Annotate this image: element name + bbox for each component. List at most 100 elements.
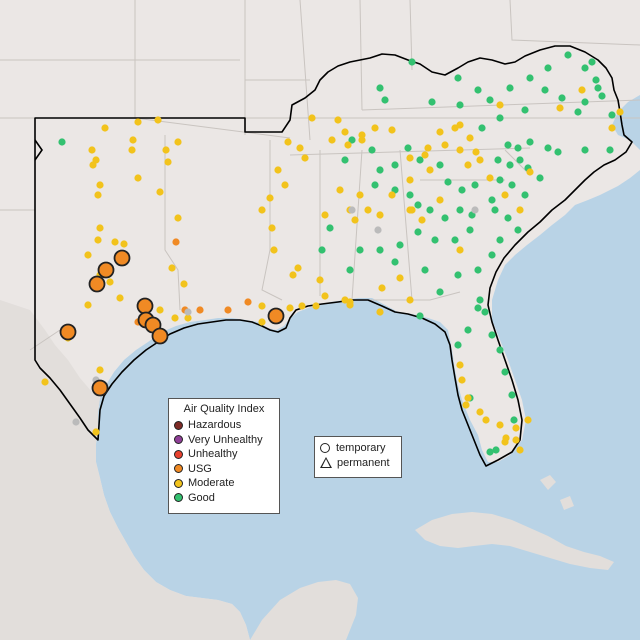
station-marker-good[interactable] [504, 214, 512, 222]
station-marker-good[interactable] [346, 266, 354, 274]
station-marker-good[interactable] [404, 144, 412, 152]
station-marker-moderate[interactable] [456, 246, 464, 254]
station-marker-moderate[interactable] [436, 196, 444, 204]
station-marker-moderate[interactable] [364, 206, 372, 214]
station-marker-moderate[interactable] [274, 166, 282, 174]
station-marker-moderate[interactable] [298, 302, 306, 310]
station-marker-good[interactable] [592, 76, 600, 84]
station-marker-moderate[interactable] [388, 126, 396, 134]
station-marker-moderate[interactable] [180, 280, 188, 288]
station-marker-good[interactable] [496, 114, 504, 122]
station-marker-good[interactable] [544, 144, 552, 152]
station-marker-moderate[interactable] [106, 278, 114, 286]
station-marker-moderate[interactable] [92, 428, 100, 436]
station-marker-good[interactable] [396, 241, 404, 249]
station-marker-moderate[interactable] [464, 394, 472, 402]
station-marker-moderate[interactable] [94, 191, 102, 199]
station-marker-good[interactable] [441, 214, 449, 222]
station-marker-moderate[interactable] [294, 264, 302, 272]
station-marker-moderate[interactable] [512, 424, 520, 432]
station-marker-moderate[interactable] [476, 408, 484, 416]
station-marker-moderate[interactable] [344, 141, 352, 149]
station-marker-moderate[interactable] [289, 271, 297, 279]
station-marker-moderate[interactable] [164, 158, 172, 166]
station-marker-moderate[interactable] [496, 421, 504, 429]
station-marker-moderate[interactable] [281, 181, 289, 189]
station-marker-moderate[interactable] [258, 318, 266, 326]
station-marker-good[interactable] [58, 138, 66, 146]
station-marker-good[interactable] [454, 74, 462, 82]
station-marker-usg[interactable] [59, 323, 77, 341]
station-marker-good[interactable] [341, 156, 349, 164]
station-marker-good[interactable] [376, 84, 384, 92]
station-marker-good[interactable] [558, 94, 566, 102]
station-marker-moderate[interactable] [134, 118, 142, 126]
station-marker-usg[interactable] [88, 275, 106, 293]
station-marker-good[interactable] [451, 236, 459, 244]
station-marker-good[interactable] [474, 304, 482, 312]
station-marker-good[interactable] [368, 146, 376, 154]
station-marker-good[interactable] [391, 161, 399, 169]
station-marker-good[interactable] [474, 266, 482, 274]
station-marker-moderate[interactable] [96, 181, 104, 189]
station-marker-moderate[interactable] [456, 121, 464, 129]
station-marker-no-data[interactable] [471, 206, 479, 214]
station-marker-moderate[interactable] [524, 416, 532, 424]
station-marker-moderate[interactable] [616, 108, 624, 116]
station-marker-good[interactable] [454, 341, 462, 349]
station-marker-good[interactable] [514, 226, 522, 234]
station-marker-usg[interactable] [151, 327, 169, 345]
station-marker-no-data[interactable] [374, 226, 382, 234]
station-marker-usg[interactable] [196, 306, 204, 314]
station-marker-moderate[interactable] [396, 274, 404, 282]
station-marker-good[interactable] [456, 206, 464, 214]
station-marker-moderate[interactable] [458, 376, 466, 384]
station-marker-moderate[interactable] [516, 446, 524, 454]
station-marker-moderate[interactable] [301, 154, 309, 162]
station-marker-good[interactable] [521, 191, 529, 199]
station-marker-good[interactable] [431, 236, 439, 244]
station-marker-good[interactable] [496, 346, 504, 354]
station-marker-moderate[interactable] [512, 436, 520, 444]
station-marker-good[interactable] [444, 178, 452, 186]
station-marker-good[interactable] [526, 138, 534, 146]
station-marker-good[interactable] [496, 176, 504, 184]
station-marker-good[interactable] [416, 156, 424, 164]
station-marker-usg[interactable] [267, 307, 285, 325]
station-marker-good[interactable] [508, 181, 516, 189]
station-marker-good[interactable] [554, 148, 562, 156]
station-marker-usg[interactable] [224, 306, 232, 314]
station-marker-moderate[interactable] [456, 146, 464, 154]
station-marker-good[interactable] [466, 226, 474, 234]
station-marker-moderate[interactable] [516, 206, 524, 214]
station-marker-moderate[interactable] [174, 214, 182, 222]
station-marker-good[interactable] [436, 288, 444, 296]
station-marker-good[interactable] [581, 98, 589, 106]
station-marker-moderate[interactable] [321, 292, 329, 300]
station-marker-moderate[interactable] [406, 296, 414, 304]
station-marker-moderate[interactable] [358, 131, 366, 139]
station-marker-moderate[interactable] [578, 86, 586, 94]
station-marker-good[interactable] [376, 166, 384, 174]
station-marker-moderate[interactable] [351, 216, 359, 224]
station-marker-good[interactable] [376, 246, 384, 254]
station-marker-moderate[interactable] [456, 361, 464, 369]
station-marker-good[interactable] [454, 271, 462, 279]
station-marker-good[interactable] [486, 448, 494, 456]
station-marker-moderate[interactable] [96, 224, 104, 232]
station-marker-good[interactable] [356, 246, 364, 254]
station-marker-moderate[interactable] [96, 366, 104, 374]
station-marker-moderate[interactable] [41, 378, 49, 386]
station-marker-moderate[interactable] [129, 136, 137, 144]
station-marker-moderate[interactable] [464, 161, 472, 169]
station-marker-moderate[interactable] [356, 191, 364, 199]
station-marker-moderate[interactable] [496, 101, 504, 109]
station-marker-good[interactable] [521, 106, 529, 114]
station-marker-moderate[interactable] [321, 211, 329, 219]
station-marker-good[interactable] [504, 141, 512, 149]
station-marker-good[interactable] [486, 96, 494, 104]
station-marker-usg[interactable] [113, 249, 131, 267]
station-marker-good[interactable] [488, 331, 496, 339]
station-marker-good[interactable] [581, 64, 589, 72]
station-marker-good[interactable] [494, 156, 502, 164]
